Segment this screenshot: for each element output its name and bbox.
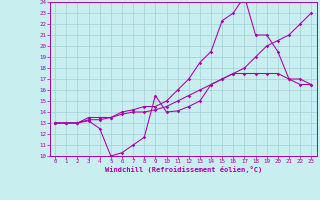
X-axis label: Windchill (Refroidissement éolien,°C): Windchill (Refroidissement éolien,°C)	[105, 166, 262, 173]
